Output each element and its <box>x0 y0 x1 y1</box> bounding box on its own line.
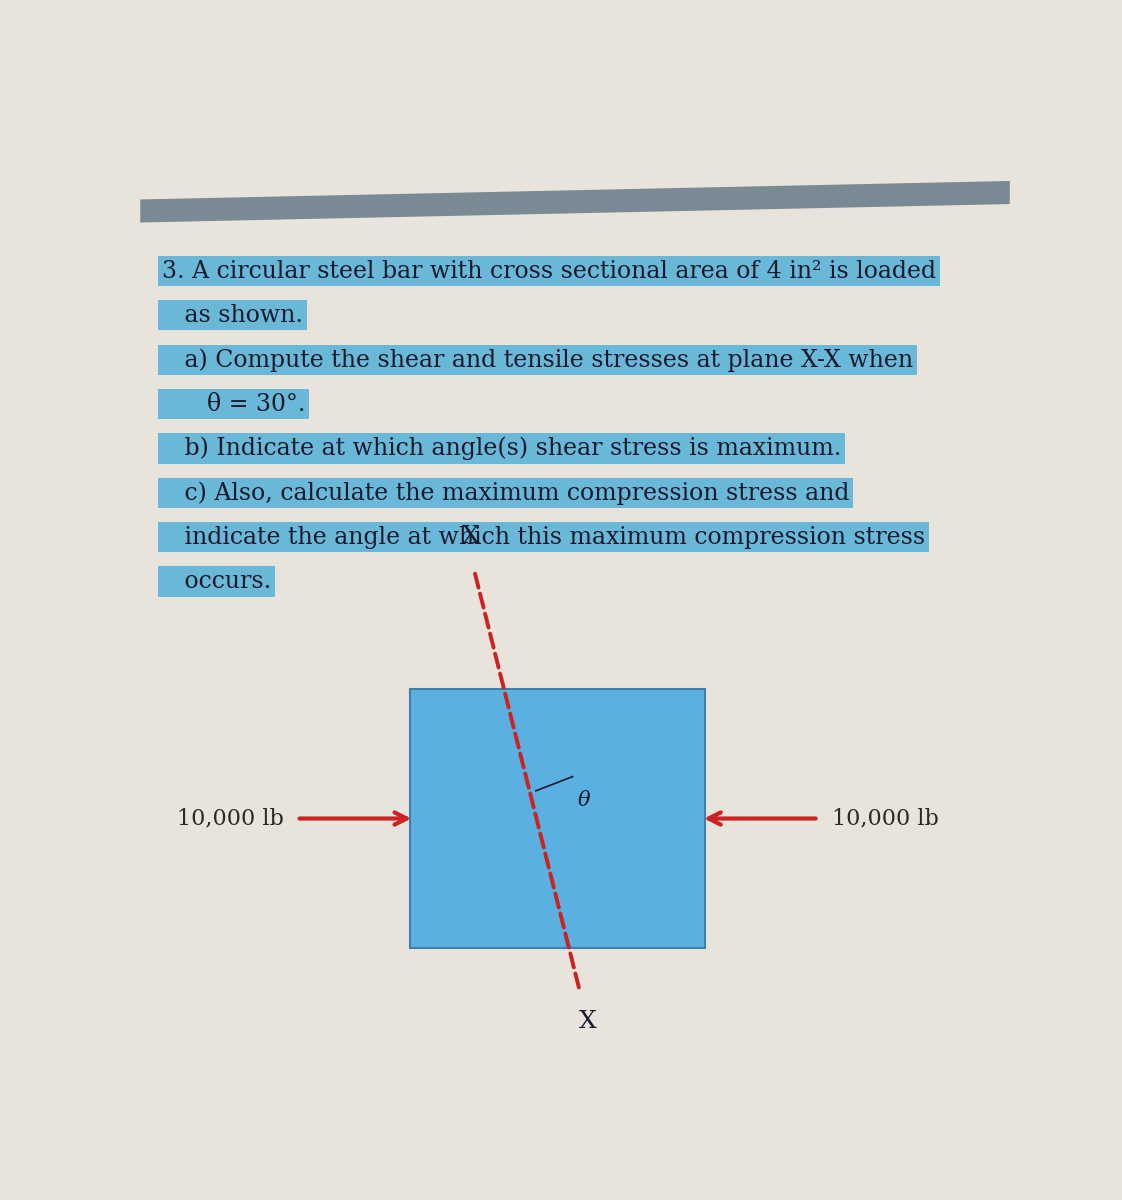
Text: X: X <box>462 524 479 547</box>
Text: 10,000 lb: 10,000 lb <box>831 808 938 829</box>
Text: θ = 30°.: θ = 30°. <box>162 392 305 415</box>
Text: occurs.: occurs. <box>162 570 272 593</box>
Polygon shape <box>140 181 1010 222</box>
Text: θ: θ <box>578 791 590 810</box>
FancyBboxPatch shape <box>410 689 706 948</box>
Text: 3. A circular steel bar with cross sectional area of 4 in² is loaded: 3. A circular steel bar with cross secti… <box>162 259 936 282</box>
Text: indicate the angle at which this maximum compression stress: indicate the angle at which this maximum… <box>162 526 926 548</box>
Text: as shown.: as shown. <box>162 304 303 326</box>
Text: b) Indicate at which angle(s) shear stress is maximum.: b) Indicate at which angle(s) shear stre… <box>162 437 842 461</box>
Text: X: X <box>579 1009 597 1033</box>
Text: c) Also, calculate the maximum compression stress and: c) Also, calculate the maximum compressi… <box>162 481 849 505</box>
Text: a) Compute the shear and tensile stresses at plane X-X when: a) Compute the shear and tensile stresse… <box>162 348 913 372</box>
Text: 10,000 lb: 10,000 lb <box>177 808 284 829</box>
